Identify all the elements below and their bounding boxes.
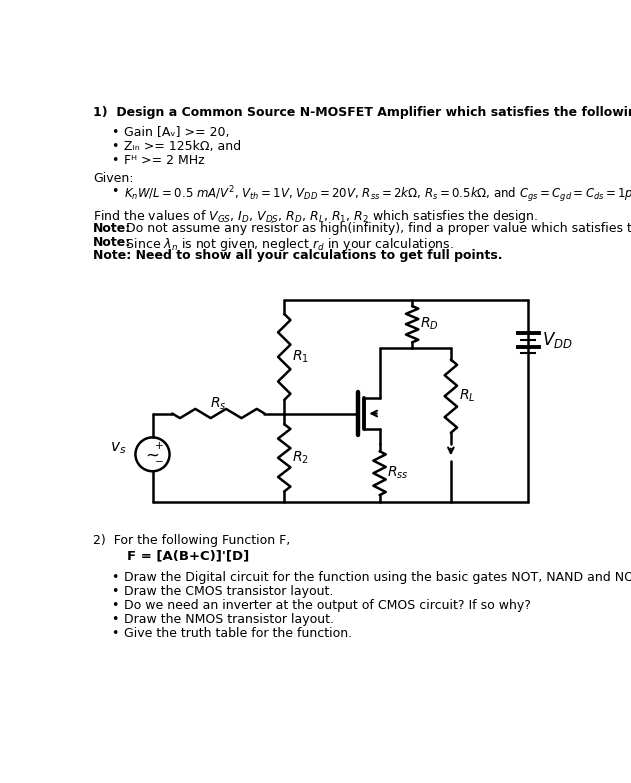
Text: Give the truth table for the function.: Give the truth table for the function. [124,627,352,640]
Text: Note: Need to show all your calculations to get full points.: Note: Need to show all your calculations… [93,250,502,262]
Text: $R_{ss}$: $R_{ss}$ [387,465,409,482]
Text: •: • [112,572,119,584]
Text: $R_D$: $R_D$ [420,316,439,333]
Text: −: − [155,457,163,467]
Text: Note:: Note: [93,236,131,249]
Text: Do we need an inverter at the output of CMOS circuit? If so why?: Do we need an inverter at the output of … [124,599,531,612]
Text: Zᵢₙ >= 125kΩ, and: Zᵢₙ >= 125kΩ, and [124,140,241,153]
Text: •: • [112,599,119,612]
Text: •: • [112,154,119,167]
Text: Given:: Given: [93,172,133,186]
Text: Draw the CMOS transistor layout.: Draw the CMOS transistor layout. [124,585,333,598]
Text: •: • [112,126,119,139]
Text: $R_1$: $R_1$ [292,348,309,365]
Text: •: • [112,627,119,640]
Text: $R_2$: $R_2$ [292,449,309,466]
Text: $v_s$: $v_s$ [110,440,126,456]
Text: $R_s$: $R_s$ [210,395,227,412]
Text: Draw the Digital circuit for the function using the basic gates NOT, NAND and NO: Draw the Digital circuit for the functio… [124,572,631,584]
Text: $K_nW/L = 0.5\ mA/V^2$, $V_{th} = 1V$, $V_{DD} = 20V$, $R_{ss} = 2k\Omega$, $R_s: $K_nW/L = 0.5\ mA/V^2$, $V_{th} = 1V$, $… [124,185,631,205]
Text: +: + [155,441,163,451]
Text: $V_{DD}$: $V_{DD}$ [542,330,573,350]
Text: Note:: Note: [93,222,131,235]
Text: $R_L$: $R_L$ [459,388,475,404]
Text: ~: ~ [146,447,160,465]
Text: •: • [112,140,119,153]
Text: Gain [Aᵥ] >= 20,: Gain [Aᵥ] >= 20, [124,126,229,139]
Text: F = [A(B+C)]'[D]: F = [A(B+C)]'[D] [127,550,249,563]
Text: Fᴴ >= 2 MHz: Fᴴ >= 2 MHz [124,154,204,167]
Text: Find the values of $V_{GS}$, $I_D$, $V_{DS}$, $R_D$, $R_L$, $R_1$, $R_2$ which s: Find the values of $V_{GS}$, $I_D$, $V_{… [93,208,538,225]
Text: •: • [112,613,119,626]
Text: •: • [112,185,119,198]
Text: Draw the NMOS transistor layout.: Draw the NMOS transistor layout. [124,613,334,626]
Text: Do not assume any resistor as high(infinity), find a proper value which satisfie: Do not assume any resistor as high(infin… [122,222,631,235]
Text: 1)  Design a Common Source N-MOSFET Amplifier which satisfies the following para: 1) Design a Common Source N-MOSFET Ampli… [93,106,631,119]
Text: •: • [112,585,119,598]
Text: 2)  For the following Function F,: 2) For the following Function F, [93,535,290,547]
Text: Since $\lambda_n$ is not given, neglect $r_d$ in your calculations.: Since $\lambda_n$ is not given, neglect … [122,236,454,253]
